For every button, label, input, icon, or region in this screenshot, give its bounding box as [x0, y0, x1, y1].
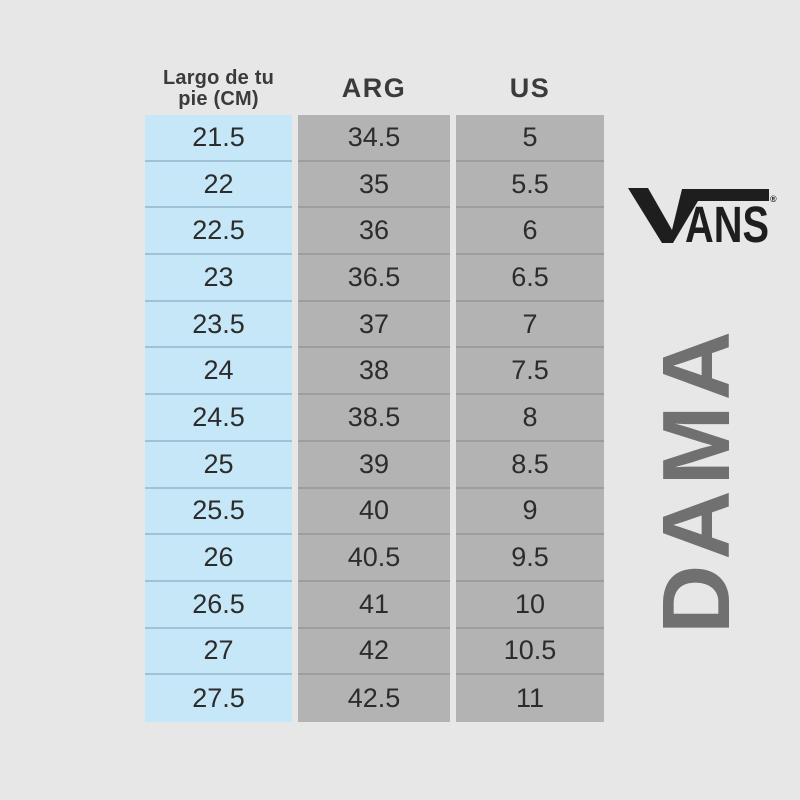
table-cell: 36 — [298, 208, 450, 256]
table-cell: 40 — [298, 488, 450, 536]
table-cell: 25.5 — [145, 488, 292, 536]
table-cell: 10.5 — [456, 628, 604, 676]
table-header: Largo de tu pie (CM) ARG US — [145, 62, 604, 115]
table-cell: 6 — [456, 208, 604, 256]
table-cell: 38 — [298, 348, 450, 396]
size-table: Largo de tu pie (CM) ARG US 21.5 34.5 5 22 3… — [145, 62, 604, 722]
table-cell: 9.5 — [456, 535, 604, 582]
table-cell: 34.5 — [298, 115, 450, 162]
table-cell: 38.5 — [298, 395, 450, 442]
table-cell: 24.5 — [145, 395, 292, 442]
table-cell: 42.5 — [298, 675, 450, 722]
table-cell: 42 — [298, 628, 450, 676]
header-foot-length-line1: Largo de tu — [162, 66, 275, 89]
table-cell: 22.5 — [145, 208, 292, 256]
header-foot-length-line2: pie (CM) — [178, 87, 259, 110]
header-us: US — [509, 73, 551, 103]
table-cell: 26.5 — [145, 581, 292, 629]
table-cell: 36.5 — [298, 255, 450, 302]
table-cell: 21.5 — [145, 115, 292, 162]
table-cell: 5.5 — [456, 161, 604, 209]
table-cell: 23.5 — [145, 301, 292, 349]
table-cell: 6.5 — [456, 255, 604, 302]
table-cell: 39 — [298, 441, 450, 489]
table-cell: 11 — [456, 675, 604, 722]
table-body: 21.5 34.5 5 22 35 5.5 22.5 36 6 23 36.5 6.5 23.5 37 7 2… — [145, 115, 604, 722]
table-cell: 8 — [456, 395, 604, 442]
table-cell: 35 — [298, 161, 450, 209]
vans-logo: ANS ® — [626, 187, 778, 243]
table-cell: 27 — [145, 628, 292, 676]
registered-mark-icon: ® — [770, 194, 777, 204]
table-cell: 7 — [456, 301, 604, 349]
table-cell: 9 — [456, 488, 604, 536]
table-cell: 27.5 — [145, 675, 292, 722]
table-cell: 37 — [298, 301, 450, 349]
table-cell: 25 — [145, 441, 292, 489]
table-cell: 26 — [145, 535, 292, 582]
vans-letters: ANS — [685, 196, 769, 243]
vans-v-and-bar-shape — [628, 188, 769, 243]
table-cell: 22 — [145, 161, 292, 209]
table-cell: 41 — [298, 581, 450, 629]
side-label-dama: DAMA — [643, 326, 750, 634]
table-cell: 7.5 — [456, 348, 604, 396]
table-cell: 10 — [456, 581, 604, 629]
header-foot-length: Largo de tu pie (CM) — [145, 62, 292, 115]
table-cell: 5 — [456, 115, 604, 162]
table-cell: 23 — [145, 255, 292, 302]
table-cell: 40.5 — [298, 535, 450, 582]
table-cell: 8.5 — [456, 441, 604, 489]
header-arg: ARG — [341, 73, 407, 103]
table-cell: 24 — [145, 348, 292, 396]
